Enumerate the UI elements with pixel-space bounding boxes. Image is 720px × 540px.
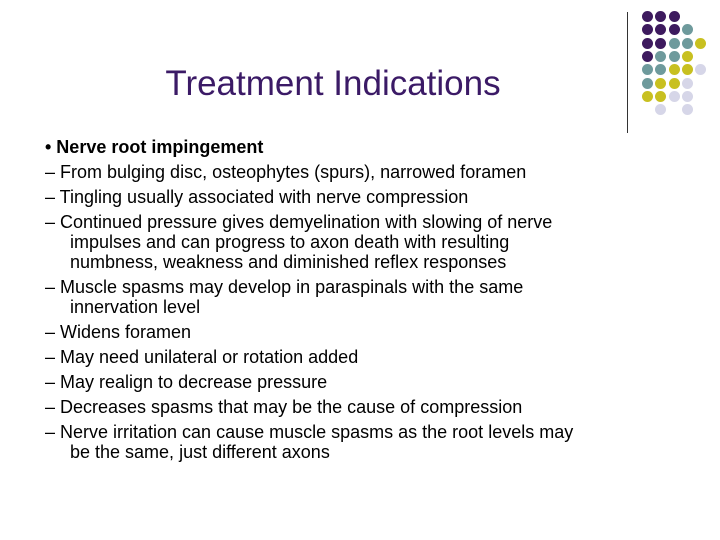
dot [668,11,680,22]
dot [655,77,667,89]
bullet-continuation: numbness, weakness and diminished reflex… [70,252,507,272]
dot [642,90,653,102]
dot [655,104,667,116]
dot [642,50,653,62]
dot [668,24,680,36]
sub-bullet: – Tingling usually associated with nerve… [45,187,469,207]
bullet-continuation: impulses and can progress to axon death … [70,232,510,252]
bullet-continuation: innervation level [70,297,201,317]
dot [655,90,667,102]
sub-bullet: – Muscle spasms may develop in paraspina… [45,277,524,297]
dot [642,37,653,49]
sub-bullet: – Decreases spasms that may be the cause… [45,397,523,417]
dot [655,37,667,49]
dot [681,64,693,76]
dot [642,64,653,76]
sub-bullet: – May need unilateral or rotation added [45,347,359,367]
main-bullet: • Nerve root impingement [45,137,264,157]
dot [642,24,653,36]
bullet-list: • Nerve root impingement – From bulging d… [45,137,685,462]
dot [668,37,680,49]
dot [655,64,667,76]
dot [695,37,707,49]
dot [681,24,693,36]
sub-bullet: – Continued pressure gives demyelination… [45,212,553,232]
dot [655,11,667,22]
dot [655,24,667,36]
dot [681,37,693,49]
dot [681,50,693,62]
divider-line [627,12,628,133]
dot [655,50,667,62]
dot [642,77,653,89]
bullet-continuation: be the same, just different axons [70,442,330,462]
sub-bullet: – Widens foramen [45,322,192,342]
dot [668,64,680,76]
dot [668,50,680,62]
sub-bullet: – From bulging disc, osteophytes (spurs)… [45,162,527,182]
slide-title: Treatment Indications [165,64,501,103]
dot [695,64,707,76]
sub-bullet: – May realign to decrease pressure [45,372,328,392]
dot [681,90,693,102]
dot [642,11,653,22]
dot [668,77,680,89]
dot [681,77,693,89]
sub-bullet: – Nerve irritation can cause muscle spas… [45,422,574,442]
dot [668,90,680,102]
dot [681,104,693,116]
